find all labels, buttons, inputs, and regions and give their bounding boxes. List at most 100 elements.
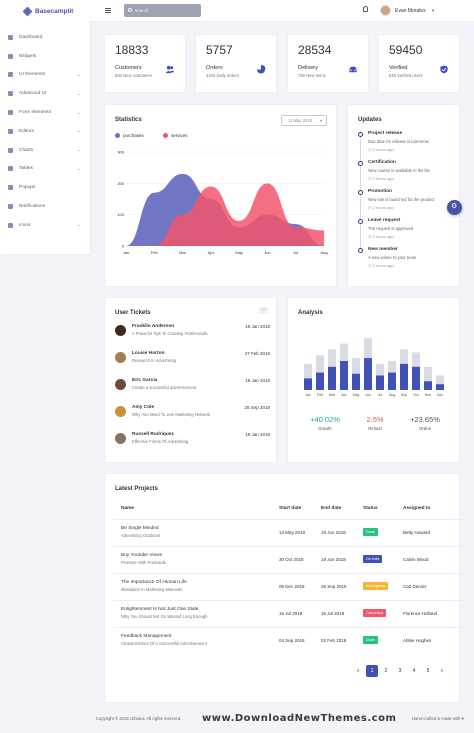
stat-card-orders[interactable]: 5757 Orders 3420 Daily orders — [195, 34, 277, 93]
update-item[interactable]: Leave request The request is approved ◷ 2 … — [358, 218, 458, 250]
start-date: 13 May 2018 — [279, 530, 306, 535]
avatar — [115, 352, 126, 363]
ticket-row[interactable]: Louise Horton Research In Advertising 27 F… — [115, 351, 270, 371]
sidebar-item-form-elements[interactable]: Form elements ⌄ — [0, 103, 90, 122]
sidebar-item-icons[interactable]: Icons ⌄ — [0, 216, 90, 235]
sidebar-item-label: Notifications — [19, 204, 46, 210]
stat-label: Delivery — [298, 65, 318, 71]
update-item[interactable]: Project release Due date for release is t… — [358, 131, 458, 163]
sidebar-item-dashboard[interactable]: Dashboard — [0, 28, 90, 47]
pagination-item[interactable]: » — [440, 668, 444, 674]
brand[interactable]: Basecamplit — [0, 0, 90, 22]
table-row[interactable]: Buy Youtube Views Promote With Postcards 3… — [113, 546, 469, 573]
sidebar-item-advanced-ui[interactable]: Advanced UI ⌄ — [0, 84, 90, 103]
tickets-card: User Tickets ... Franklin Anderson A Powe… — [104, 297, 277, 463]
sidebar-item-tables[interactable]: Tables ⌄ — [0, 160, 90, 179]
column-header-end-date[interactable]: End date — [321, 506, 342, 511]
bar-front — [316, 372, 324, 390]
bar-front — [388, 372, 396, 390]
date-picker[interactable]: 11 May 2018 — [281, 115, 327, 126]
sidebar-item-ui-elements[interactable]: UI Elements ⌄ — [0, 66, 90, 85]
pagination-item[interactable]: « — [356, 668, 360, 674]
stat-card-customers[interactable]: 18833 Customers 800 New customers — [104, 34, 186, 93]
ticket-name: Franklin Anderson — [132, 324, 175, 329]
assigned-to: Calvin Wood — [403, 557, 429, 562]
table-row[interactable]: Feedback Management Characteristics Of A … — [113, 627, 469, 654]
sidebar-item-notifications[interactable]: Notifications — [0, 197, 90, 216]
sidebar-nav: Dashboard Widgets UI Elements ⌄ Advanced UI ⌄… — [0, 22, 90, 235]
pagination-item[interactable]: 2 — [384, 668, 388, 674]
settings-fab[interactable] — [447, 200, 462, 215]
x-tick-label: May — [235, 250, 243, 255]
pagination-item[interactable]: 1 — [366, 665, 378, 677]
updates-title: Updates — [358, 117, 382, 123]
sidebar-item-charts[interactable]: Charts ⌄ — [0, 141, 90, 160]
more-button[interactable]: ... — [259, 307, 268, 314]
bar-front — [436, 384, 444, 390]
x-tick-label: Aug — [389, 393, 395, 397]
end-date: 19 Jun 2018 — [321, 557, 346, 562]
status-badge: Cancelled — [363, 609, 386, 617]
sidebar-item-editors[interactable]: Editors ⌄ — [0, 122, 90, 141]
pagination-item[interactable]: 4 — [412, 668, 416, 674]
x-tick-label: Sep — [401, 393, 407, 397]
pagination-item[interactable]: 5 — [426, 668, 430, 674]
timeline-dot-icon — [358, 248, 363, 253]
ticket-row[interactable]: Russell Rodriquez Effective Forms Of Adve… — [115, 432, 270, 452]
ticket-row[interactable]: Franklin Anderson A Powerful Tips To Crea… — [115, 324, 270, 344]
column-header-assigned-to[interactable]: Assigned to — [403, 506, 431, 511]
analysis-stat-value: 2.5% — [366, 415, 384, 424]
update-title: New member — [368, 247, 398, 252]
bar-front — [352, 373, 360, 390]
chevron-down-icon[interactable]: ▾ — [432, 7, 435, 13]
bell-icon[interactable] — [363, 6, 368, 12]
analysis-stat-value: +23.65% — [410, 415, 440, 424]
pagination-item[interactable]: 3 — [398, 668, 402, 674]
update-item[interactable]: New member A new joinee to your team ◷ 2 h… — [358, 247, 458, 276]
sidebar-item-popups[interactable]: Popups — [0, 178, 90, 197]
analysis-stat-refund: 2.5% Refund — [350, 415, 400, 431]
column-header-start-date[interactable]: Start date — [279, 506, 302, 511]
x-tick-label: Jun — [264, 250, 270, 255]
bar-front — [424, 381, 432, 390]
stat-card-verified[interactable]: 59450 Verified 545 Verified users — [378, 34, 460, 93]
x-tick-label: Feb — [151, 250, 159, 255]
user-name[interactable]: Evan Morales — [395, 8, 426, 14]
sidebar-item-widgets[interactable]: Widgets — [0, 47, 90, 66]
x-tick-label: Jul — [378, 393, 383, 397]
ticket-subject: Effective Forms Of Advertising — [132, 439, 189, 444]
column-header-name[interactable]: Name — [121, 506, 135, 511]
analysis-title: Analysis — [298, 310, 323, 316]
brand-logo-icon — [22, 6, 33, 16]
sidebar-item-label: Advanced UI — [19, 91, 47, 97]
x-tick-label: May — [353, 393, 360, 397]
avatar[interactable] — [380, 5, 391, 16]
column-header-status[interactable]: Status — [363, 506, 378, 511]
updates-list: Project release Due date for release is t… — [358, 131, 458, 276]
stat-sub: 545 Verified users — [389, 73, 423, 78]
table-row[interactable]: Enlightenment Is Not Just One State Why Y… — [113, 600, 469, 627]
table-row[interactable]: Be Single Minded Advertising Outdoors 13 M… — [113, 519, 469, 546]
bar-front — [412, 366, 420, 390]
statistics-card: Statistics 11 May 2018 purchases service… — [104, 104, 337, 287]
notifications-icon — [8, 204, 13, 210]
ticket-row[interactable]: Amy Cole Why You Need To Join Marketing N… — [115, 405, 270, 425]
status-badge: In progress — [363, 582, 388, 590]
search-icon — [128, 8, 132, 12]
chevron-down-icon: ⌄ — [76, 222, 81, 229]
chevron-down-icon: ⌄ — [76, 128, 81, 135]
stat-card-delivery[interactable]: 28534 Delivery 760 New items — [287, 34, 369, 93]
start-date: 06 Dec 2018 — [279, 584, 305, 589]
ticket-row[interactable]: Eric Garcia Create a successful advertise… — [115, 378, 270, 398]
clock-icon: ◷ — [368, 176, 373, 181]
stat-label: Customers — [115, 65, 142, 71]
update-item[interactable]: Certification New course is available in … — [358, 160, 458, 192]
avatar — [115, 406, 126, 417]
footer: Copyright © 2018 Urbanui. All rights res… — [90, 710, 474, 733]
update-item[interactable]: Promotion New site is launched for the pr… — [358, 189, 458, 221]
ticket-date: 19 Jan 2018 — [245, 432, 270, 437]
menu-toggle-icon[interactable] — [105, 8, 111, 13]
search-input[interactable]: search — [124, 4, 201, 17]
table-row[interactable]: The Importance Of Human Life Illustration… — [113, 573, 469, 600]
statistics-area-chart: 0 100 200 300 Jan Feb Mar Apr May Jun Jul Aug — [117, 150, 327, 256]
